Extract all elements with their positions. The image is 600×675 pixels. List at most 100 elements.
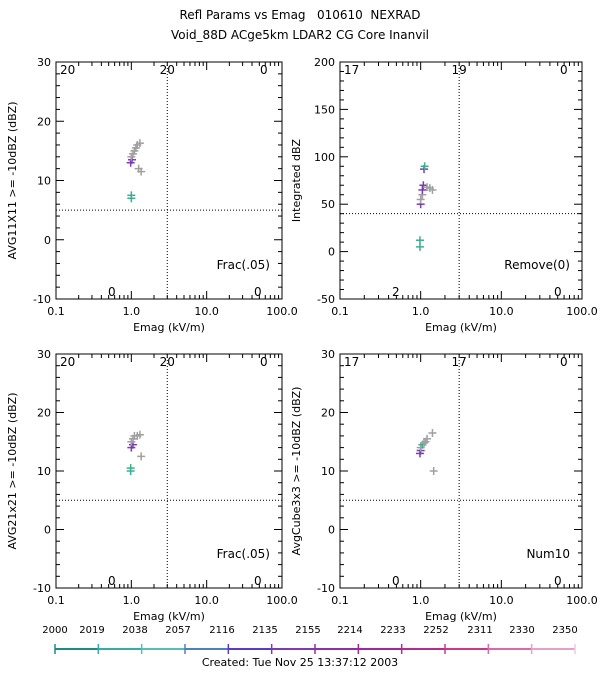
footer-created: Created: Tue Nov 25 13:37:12 2003 [201,656,399,669]
count-bottom-left: 0 [392,574,400,588]
data-point [428,185,437,194]
y-tick-label: 0 [328,246,335,259]
data-point [429,467,438,475]
x-tick-label: 1.0 [412,594,430,607]
colorbar-label: 2252 [423,625,448,636]
count-bottom-left: 0 [108,285,116,299]
panel-annotation: Remove(0) [504,258,570,272]
y-tick-label: 0 [44,234,51,247]
plot-panel-3: 0.1 1.0 10.0 100.0 -10 0 10 20 30 Emag (kV/m) AVG2… [6,348,298,623]
x-tick-label: 1.0 [123,305,141,318]
y-tick-label: -50 [317,293,335,306]
y-axis-label: AvgCube3x3 >= -10dBZ (dBZ) [290,387,303,556]
x-tick-label: 100.0 [266,305,298,318]
colorbar-label: 2311 [467,625,492,636]
x-tick-label: 100.0 [566,305,598,318]
x-tick-label: 0.1 [47,305,65,318]
data-point [420,162,429,171]
colorbar-label: 2116 [209,625,234,636]
colorbar-label: 2214 [337,625,362,636]
data-point [126,467,135,475]
count-top-right: 0 [260,355,268,369]
panel-annotation: Num10 [526,547,570,561]
x-axis-label: Emag (kV/m) [133,321,205,334]
data-point [428,428,437,437]
plot-panel-4: 0.1 1.0 10.0 100.0 -10 0 10 20 30 Emag (kV/m) AvgC… [290,348,598,623]
data-point [137,452,146,461]
count-top-center: 17 [452,355,467,369]
x-tick-label: 100.0 [566,594,598,607]
count-top-center: 20 [160,63,175,77]
y-axis-label: AVG21x21 >= -10dBZ (dBZ) [6,393,19,550]
colorbar-label: 2057 [165,625,190,636]
data-point [420,438,429,447]
x-axis-label: Emag (kV/m) [133,610,205,623]
y-tick-label: 0 [44,524,51,537]
y-tick-label: 150 [314,103,335,116]
y-tick-label: -10 [317,582,335,595]
panel-annotation: Frac(.05) [217,258,270,272]
y-tick-label: 20 [37,115,51,128]
x-tick-label: 10.0 [194,594,219,607]
count-top-left: 17 [344,63,359,77]
panel-annotation: Frac(.05) [217,547,270,561]
colorbar-label: 2000 [42,625,67,636]
colorbar-label: 2233 [380,625,405,636]
count-bottom-right: 0 [554,574,562,588]
data-point [415,242,424,251]
data-point [135,430,144,439]
count-top-right: 0 [560,63,568,77]
count-bottom-left: 2 [392,285,400,299]
x-tick-label: 10.0 [489,594,514,607]
data-point [418,185,427,194]
y-axis-label: AVG11X11 >= -10dBZ (dBZ) [6,101,19,259]
count-top-right: 0 [260,63,268,77]
count-top-center: 20 [160,355,175,369]
data-point [137,167,146,176]
x-tick-label: 10.0 [489,305,514,318]
colorbar-label: 2155 [295,625,320,636]
y-tick-label: 0 [328,524,335,537]
data-point [135,139,144,148]
colorbar-label: 2019 [79,625,104,636]
y-axis-label: Integrated dBZ [290,138,303,222]
y-tick-label: 10 [321,465,335,478]
data-point [423,434,432,443]
x-tick-label: 1.0 [412,305,430,318]
y-tick-label: 30 [37,56,51,69]
y-tick-label: 200 [314,56,335,69]
x-tick-label: 10.0 [194,305,219,318]
data-point [127,194,136,203]
count-top-center: 19 [452,63,467,77]
y-tick-label: 20 [37,407,51,420]
colorbar-label: 2330 [509,625,534,636]
y-tick-label: 10 [37,465,51,478]
y-tick-label: 20 [321,407,335,420]
plot-frame [339,61,583,300]
colorbar-label: 2350 [552,625,577,636]
colorbar: 2000 2019 2038 2057 2116 2135 2155 2214 2233 2252… [42,625,578,654]
x-tick-label: 0.1 [331,594,349,607]
colorbar-label: 2135 [252,625,277,636]
y-tick-label: 30 [37,348,51,361]
count-top-right: 0 [560,355,568,369]
x-tick-label: 0.1 [47,594,65,607]
count-bottom-right: 0 [554,285,562,299]
count-bottom-right: 0 [254,574,262,588]
colorbar-label: 2038 [122,625,147,636]
x-axis-label: Emag (kV/m) [425,321,497,334]
y-tick-label: 50 [321,198,335,211]
count-bottom-right: 0 [254,285,262,299]
data-point [416,195,425,204]
figure-title: Refl Params vs Emag 010610 NEXRAD [179,8,421,22]
x-tick-label: 1.0 [123,594,141,607]
y-tick-label: -10 [33,293,51,306]
x-axis-label: Emag (kV/m) [425,610,497,623]
y-tick-label: 10 [37,175,51,188]
data-point [419,181,428,190]
count-top-left: 17 [344,355,359,369]
y-tick-label: -10 [33,582,51,595]
